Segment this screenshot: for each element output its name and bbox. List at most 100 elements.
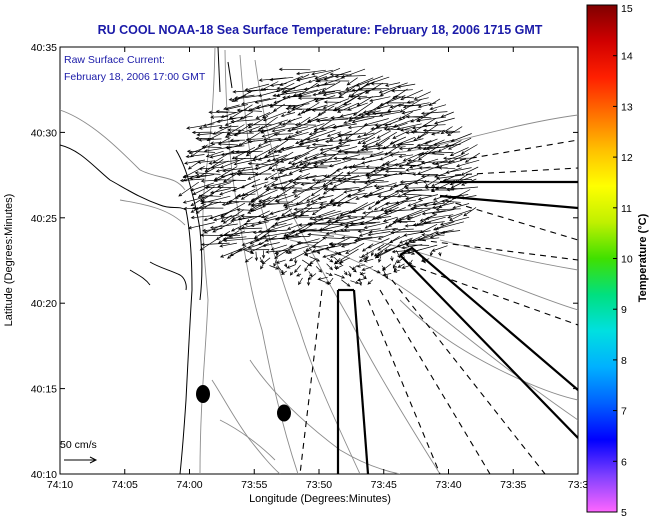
current-vector bbox=[346, 77, 358, 86]
current-vector bbox=[364, 181, 389, 185]
current-vector bbox=[285, 236, 301, 241]
current-vector bbox=[343, 165, 366, 169]
current-vector bbox=[444, 130, 461, 135]
current-vector bbox=[430, 188, 455, 192]
current-vector bbox=[306, 277, 311, 287]
annotation-line1: Raw Surface Current: bbox=[64, 54, 165, 66]
current-vector bbox=[370, 82, 389, 86]
current-vector bbox=[316, 79, 350, 83]
current-vector bbox=[286, 223, 302, 230]
current-vector bbox=[420, 151, 445, 156]
current-vector bbox=[376, 130, 391, 139]
current-vector bbox=[447, 209, 472, 219]
current-vector bbox=[212, 222, 233, 233]
current-vector bbox=[460, 144, 478, 155]
current-vector bbox=[261, 110, 277, 119]
current-vector bbox=[444, 143, 461, 148]
current-vector bbox=[341, 279, 351, 287]
map-title: RU COOL NOAA-18 Sea Surface Temperature:… bbox=[98, 23, 543, 37]
current-vector bbox=[270, 244, 288, 251]
current-vector bbox=[284, 201, 310, 209]
current-vector bbox=[340, 238, 366, 248]
current-vector bbox=[357, 129, 382, 144]
current-vector bbox=[244, 256, 253, 263]
current-vector bbox=[296, 273, 302, 277]
current-vector bbox=[355, 75, 384, 87]
lat-tick-label: 40:20 bbox=[31, 298, 57, 310]
current-vector bbox=[323, 100, 342, 104]
current-vector bbox=[365, 165, 384, 169]
current-vector bbox=[449, 147, 469, 156]
current-vector bbox=[273, 185, 303, 190]
current-vectors bbox=[178, 67, 480, 287]
current-vector bbox=[286, 95, 312, 99]
current-vector bbox=[228, 95, 261, 102]
current-vector bbox=[369, 96, 391, 103]
current-vector bbox=[280, 145, 311, 151]
current-vector bbox=[351, 264, 358, 271]
current-vector bbox=[186, 123, 215, 130]
current-vector bbox=[362, 193, 382, 198]
current-vector bbox=[208, 159, 240, 165]
current-vector bbox=[241, 234, 270, 246]
current-vector bbox=[190, 182, 215, 192]
current-vector bbox=[240, 98, 271, 106]
current-vector bbox=[371, 110, 400, 116]
current-vector bbox=[312, 91, 336, 97]
current-vector bbox=[240, 187, 262, 200]
current-vector bbox=[373, 269, 381, 274]
lat-tick-label: 40:15 bbox=[31, 384, 57, 396]
current-vector bbox=[218, 233, 241, 238]
current-vector bbox=[416, 143, 432, 148]
current-vector bbox=[178, 181, 200, 197]
colorbar-tick-label: 7 bbox=[621, 406, 627, 418]
current-vector bbox=[387, 104, 399, 112]
current-vector bbox=[185, 154, 205, 159]
current-vector bbox=[402, 192, 432, 197]
current-vector bbox=[278, 122, 295, 126]
current-vector bbox=[331, 176, 360, 181]
current-vector bbox=[429, 104, 447, 111]
colorbar-tick-label: 6 bbox=[621, 456, 627, 468]
lat-tick-label: 40:25 bbox=[31, 213, 57, 225]
current-vector bbox=[229, 138, 246, 143]
current-vector bbox=[363, 221, 389, 229]
current-vector bbox=[271, 125, 302, 133]
current-vector bbox=[383, 127, 413, 131]
current-vector bbox=[275, 259, 286, 264]
scale-arrow bbox=[64, 456, 98, 464]
current-vector bbox=[393, 163, 421, 167]
current-vector bbox=[317, 276, 328, 281]
current-vector bbox=[262, 231, 293, 238]
current-vector bbox=[390, 230, 423, 235]
current-vector bbox=[399, 189, 430, 194]
colorbar-tick-label: 9 bbox=[621, 304, 627, 316]
current-vector bbox=[295, 161, 309, 168]
current-vector bbox=[392, 131, 408, 139]
current-vector bbox=[376, 146, 406, 151]
current-vector bbox=[439, 216, 470, 226]
current-vector bbox=[323, 174, 352, 178]
current-vector bbox=[438, 166, 456, 170]
current-vector bbox=[366, 166, 389, 179]
current-vector bbox=[367, 231, 391, 237]
current-vector bbox=[316, 118, 349, 123]
current-vector bbox=[398, 111, 413, 120]
current-vector bbox=[420, 258, 430, 262]
current-vector bbox=[223, 237, 254, 243]
current-vector bbox=[254, 172, 272, 176]
current-vector bbox=[278, 67, 311, 72]
current-vector bbox=[297, 96, 325, 100]
current-vector bbox=[299, 210, 319, 214]
current-vector bbox=[393, 95, 415, 99]
current-vector bbox=[189, 174, 215, 180]
current-vector bbox=[399, 179, 424, 184]
current-vector bbox=[410, 130, 440, 134]
current-vector bbox=[442, 156, 472, 161]
colorbar-tick-label: 8 bbox=[621, 355, 627, 367]
current-vector bbox=[222, 209, 245, 224]
current-vector bbox=[422, 123, 446, 128]
current-vector bbox=[275, 251, 279, 257]
current-vector bbox=[215, 167, 232, 173]
